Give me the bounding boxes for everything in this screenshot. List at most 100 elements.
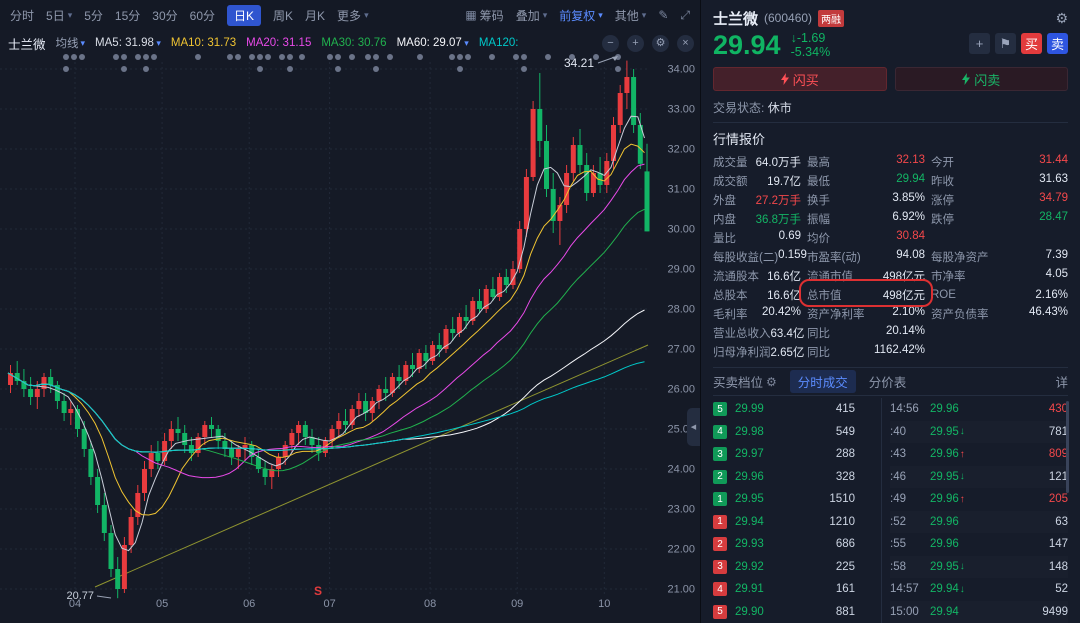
tab-order-book[interactable]: 买卖档位 ⚙ [713,372,777,391]
toolbar-item-label: 日K [234,8,255,23]
toolbar-item-min60[interactable]: 60分 [190,7,215,24]
toolbar-item-chips[interactable]: ▦ 筹码 [465,7,503,24]
quote-pair: 毛利率 20.42% [713,306,801,322]
quote-pair: 昨收 31.63 [931,173,1068,189]
legend-symbol: 士兰微 [8,37,46,52]
quote-pair: 总市值 498亿元 [807,287,925,303]
ma-selector-label: 均线 [55,38,79,50]
svg-text:10: 10 [598,598,610,610]
quote-label: 跌停 [931,213,954,226]
quote-label: 总股本 [713,289,748,302]
add-watchlist-button[interactable]: + [969,33,990,54]
toolbar-item-daily-k[interactable]: 日K [227,4,262,26]
flash-sell-button[interactable]: 闪卖 [894,67,1068,91]
book-price: 29.99 [735,403,764,416]
candlestick-chart[interactable]: 21.0022.0023.0024.0025.0026.0027.0028.00… [0,52,700,612]
book-price: 29.95 [735,493,764,506]
tab-price-table[interactable]: 分价表 [869,372,907,391]
quote-value: 94.08 [896,248,925,261]
legend-ma-ma30: MA30: 30.76 [321,37,387,49]
lightning-icon [780,73,789,85]
flash-buy-button[interactable]: 闪买 [713,67,887,91]
bid-row[interactable]: 4 29.91 161 [713,578,881,601]
gear-icon[interactable]: ⚙ [766,374,777,389]
quote-pair: 资产净利率 2.10% [807,306,925,322]
legend-ma-ma20: MA20: 31.15 [246,37,312,49]
zoom-out-button[interactable]: − [602,34,619,52]
chart-close-button[interactable]: × [677,34,694,52]
down-arrow-icon: ↓ [959,561,965,573]
detail-link[interactable]: 详 [1055,376,1068,390]
toolbar-item-five-day[interactable]: 5日 ▾ [46,7,72,24]
ma-selector[interactable]: 均线 ▾ [56,35,86,51]
book-volume: 686 [835,538,855,551]
alert-flag-icon[interactable]: ⚑ [995,33,1016,54]
sell-button[interactable]: 卖 [1047,33,1068,54]
bid-row[interactable]: 1 29.94 1210 [713,511,881,534]
ask-row[interactable]: 5 29.99 415 [713,398,881,421]
toolbar-item-more[interactable]: 更多 ▾ [337,7,369,24]
tape-time: 15:00 [890,605,919,618]
toolbar-item-min5[interactable]: 5分 [84,7,103,24]
tape-volume: 63 [1055,515,1068,528]
flash-buy-label: 闪买 [792,72,819,88]
quote-value: 2.16% [1035,288,1068,301]
flash-trade-row: 闪买 闪卖 [713,67,1068,91]
quote-value: 30.84 [896,229,925,242]
quote-value: 19.7亿 [767,175,801,188]
bid-row[interactable]: 3 29.92 225 [713,556,881,579]
toolbar-item-weekly-k[interactable]: 周K [273,7,293,24]
scrollbar-thumb[interactable] [1066,401,1069,493]
quote-pair: 同比 20.14% [807,325,925,341]
stock-code: (600460) [764,11,813,25]
quote-pair: 归母净利润 2.65亿 [713,344,804,360]
toolbar-item-fullscreen[interactable]: ⤢ [680,8,690,23]
quote-pair: 每股收益(二) 0.159 [713,249,807,265]
chevron-down-icon[interactable]: ▾ [153,38,161,48]
toolbar-item-min30[interactable]: 30分 [152,7,177,24]
quote-pair: 市净率 4.05 [931,268,1068,284]
book-volume: 225 [835,560,855,573]
toolbar-item-min15[interactable]: 15分 [115,7,140,24]
buy-button[interactable]: 买 [1021,33,1042,54]
toolbar-item-draw[interactable]: ✎ [658,8,668,22]
toolbar-item-label: 5分 [84,8,103,23]
quote-row: 流通股本 16.6亿 流通市值 498亿元 市净率 4.05 [713,266,1068,285]
quote-pair: 换手 3.85% [807,192,925,208]
chevron-down-icon[interactable]: ▾ [461,38,469,48]
panel-settings-icon[interactable]: ⚙ [1055,9,1068,26]
quote-label: 最高 [807,156,830,169]
bid-row[interactable]: 5 29.90 881 [713,601,881,623]
toolbar-item-minute[interactable]: 分时 [10,7,34,24]
toolbar-item-label: 30分 [152,8,178,23]
ask-row[interactable]: 1 29.95 1510 [713,488,881,511]
toolbar-item-monthly-k[interactable]: 月K [305,7,325,24]
ask-row[interactable]: 4 29.98 549 [713,421,881,444]
chevron-down-icon: ▾ [67,9,73,20]
ask-row[interactable]: 2 29.96 328 [713,466,881,489]
down-arrow-icon: ↓ [790,31,797,45]
ask-row[interactable]: 3 29.97 288 [713,443,881,466]
quote-label: 营业总收入 [713,327,771,340]
chart-settings-button[interactable]: ⚙ [652,34,669,52]
toolbar-item-forward-adjust[interactable]: 前复权 ▾ [559,7,603,24]
chevron-down-icon: ▾ [542,9,548,20]
quote-pair: 资产负债率 46.43% [931,306,1068,322]
zoom-in-button[interactable]: + [627,34,644,52]
tab-time-sales[interactable]: 分时成交 [789,370,856,393]
quote-label: 市净率 [931,270,966,283]
svg-text:26.00: 26.00 [667,384,695,396]
quote-label: 最低 [807,175,830,188]
quote-label: 每股净资产 [931,251,989,264]
quote-value: 0.159 [778,248,807,261]
bid-row[interactable]: 2 29.93 686 [713,533,881,556]
toolbar-item-overlay[interactable]: 叠加 ▾ [516,7,548,24]
tape-row: 15:00 29.94 9499 [890,601,1068,623]
quote-pair: 内盘 36.8万手 [713,211,801,227]
toolbar-item-other[interactable]: 其他 ▾ [615,7,647,24]
panel-collapse-handle[interactable]: ◀ [687,408,700,446]
quote-pair: 振幅 6.92% [807,211,925,227]
quote-row: 营业总收入 63.4亿 同比 20.14% [713,323,1068,342]
book-volume: 288 [835,448,855,461]
last-price: 29.94 [713,30,781,60]
